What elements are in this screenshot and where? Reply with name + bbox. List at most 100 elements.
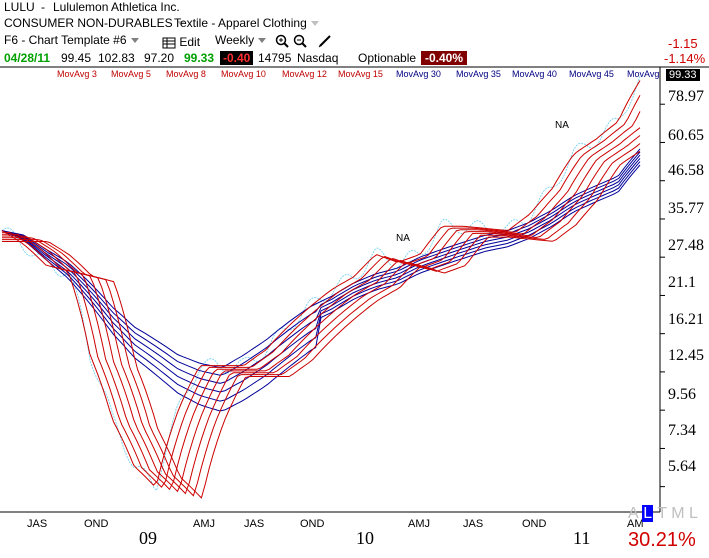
- chevron-down-icon: [258, 38, 267, 44]
- title-separator: -: [41, 0, 45, 14]
- short-ma-line-4: [2, 135, 641, 495]
- quote-date: 04/28/11: [4, 51, 51, 65]
- quote-open: 99.45: [61, 51, 92, 65]
- y-tick-label: 60.65: [668, 127, 704, 144]
- y-tick-label: 46.58: [668, 162, 704, 179]
- x-tick-label: OND: [300, 518, 325, 530]
- template-label: F6 - Chart Template #6: [4, 33, 127, 47]
- quote-low: 97.20: [144, 51, 175, 65]
- optionable-label: Optionable: [358, 51, 417, 65]
- period-option-m[interactable]: M: [671, 505, 685, 522]
- x-tick-label: OND: [84, 518, 109, 530]
- long-ma-line-1: [1, 151, 641, 376]
- header-title-row: LULU - Lululemon Athletica Inc.: [0, 0, 709, 17]
- company-name: Lululemon Athletica Inc.: [53, 0, 180, 14]
- quote-row: 04/28/11 99.45 102.83 97.20 99.33 -0.40 …: [0, 51, 709, 67]
- quote-high: 102.83: [98, 51, 135, 65]
- y-tick-layer: [660, 103, 665, 488]
- quote-pct: -0.40%: [421, 51, 468, 65]
- y-tick-label: 7.34: [668, 422, 696, 439]
- ma-legend-5: MovAvg 5: [111, 69, 151, 79]
- ma-legend-35: MovAvg 35: [456, 69, 501, 79]
- short-ma-line-3: [2, 127, 641, 493]
- long-ma-line-3: [1, 158, 641, 393]
- quote-close: 99.33: [184, 51, 215, 65]
- y-tick-label: 21.1: [668, 274, 696, 291]
- long-ma-line-0: [1, 148, 641, 369]
- ma-legend-15: MovAvg 15: [338, 69, 383, 79]
- toolbar: F6 - Chart Template #6 Edit Weekly -1.15: [0, 33, 709, 51]
- ma-legend-3: MovAvg 3: [57, 69, 97, 79]
- x-tick-label: AMJ: [408, 518, 430, 530]
- sector-label: CONSUMER NON-DURABLES: [4, 16, 173, 30]
- ma-legend-overflow: MovAvg: [627, 69, 660, 79]
- short-ma-line-1: [2, 95, 641, 488]
- x-tick-label: JAS: [27, 518, 48, 530]
- period-option-a[interactable]: A: [628, 505, 638, 522]
- period-option-t[interactable]: T: [657, 505, 667, 522]
- x-tick-label: OND: [522, 518, 547, 530]
- y-tick-label: 78.97: [668, 88, 704, 105]
- period-selector: A L T M L: [628, 505, 698, 523]
- grid-icon: [162, 37, 176, 49]
- period-option-l[interactable]: L: [689, 505, 698, 522]
- ma-legend-45: MovAvg 45: [569, 69, 614, 79]
- zoom-in-button[interactable]: [275, 34, 289, 51]
- quote-exchange: Nasdaq: [297, 51, 339, 65]
- short-ma-layer: [1, 80, 641, 499]
- year-label: 11: [573, 528, 591, 548]
- price-line: [1, 76, 641, 492]
- y-tick-label: 35.77: [668, 200, 704, 217]
- short-ma-line-2: [2, 111, 641, 491]
- short-ma-line-6: [2, 150, 641, 499]
- net-change: -1.15: [668, 36, 698, 51]
- edit-label: Edit: [179, 35, 201, 49]
- edit-button[interactable]: Edit: [162, 35, 200, 49]
- short-ma-line-5: [2, 143, 641, 497]
- ma-legend-12: MovAvg 12: [282, 69, 327, 79]
- period-label: Weekly: [215, 33, 255, 47]
- pencil-icon: [318, 35, 331, 48]
- zoom-out-button[interactable]: [293, 34, 307, 51]
- chevron-down-icon: [310, 21, 319, 27]
- ma-legend-40: MovAvg 40: [512, 69, 557, 79]
- symbol-label: LULU: [4, 0, 35, 14]
- long-ma-layer: [1, 148, 641, 412]
- y-tick-label: 27.48: [668, 237, 704, 254]
- na-annotation-1: NA: [396, 233, 410, 244]
- template-dropdown[interactable]: F6 - Chart Template #6: [4, 33, 139, 47]
- price-line-layer: [1, 76, 641, 492]
- na-annotation-2: NA: [555, 120, 569, 131]
- industry-dropdown[interactable]: Textile - Apparel Clothing: [174, 16, 319, 30]
- x-tick-label: JAS: [463, 518, 484, 530]
- x-tick-label: AM: [627, 518, 644, 530]
- period-dropdown[interactable]: Weekly: [215, 33, 267, 47]
- long-ma-line-2: [1, 154, 641, 384]
- quote-change: -0.40: [220, 51, 254, 65]
- year-label: 09: [139, 528, 157, 548]
- draw-button[interactable]: [318, 34, 332, 51]
- long-ma-line-5: [1, 164, 641, 412]
- header-sector-row: CONSUMER NON-DURABLES Textile - Apparel …: [0, 16, 709, 32]
- quote-volume: 14795: [258, 51, 292, 65]
- performance-percent: 30.21%: [628, 529, 696, 551]
- chevron-down-icon: [176, 21, 185, 27]
- industry-label: Textile - Apparel Clothing: [174, 16, 307, 30]
- zoom-in-icon: [275, 34, 289, 48]
- ma-legend-10: MovAvg 10: [221, 69, 266, 79]
- y-tick-label: 9.56: [668, 386, 696, 403]
- period-option-l-selected[interactable]: L: [642, 505, 654, 522]
- ma-legend-30: MovAvg 30: [396, 69, 441, 79]
- short-ma-line-0: [1, 80, 641, 486]
- y-tick-label: 12.45: [668, 347, 704, 364]
- zoom-out-icon: [293, 34, 307, 48]
- x-tick-label: JAS: [244, 518, 265, 530]
- ma-legend-8: MovAvg 8: [166, 69, 206, 79]
- sector-dropdown[interactable]: CONSUMER NON-DURABLES: [4, 16, 185, 30]
- x-tick-label: AMJ: [193, 518, 215, 530]
- last-price-marker: 99.33: [666, 69, 700, 81]
- y-tick-label: 5.64: [668, 458, 696, 475]
- pct-change: -1.14%: [664, 51, 706, 66]
- chevron-down-icon: [130, 38, 139, 44]
